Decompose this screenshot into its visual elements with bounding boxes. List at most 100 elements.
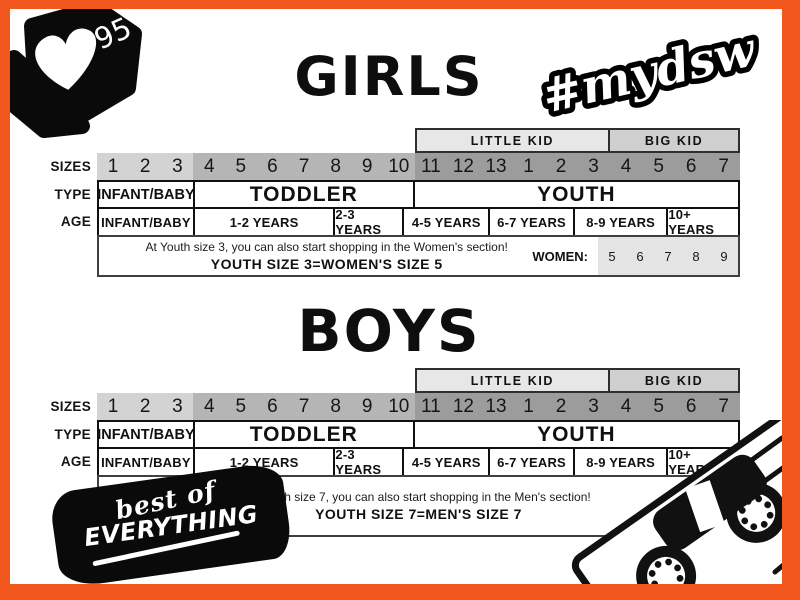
size-cell: 5 <box>653 155 664 177</box>
big-kid-header: BIG KID <box>610 128 740 153</box>
size-cell: 2 <box>555 395 567 417</box>
type-row-label: TYPE <box>54 427 91 442</box>
size-cell: 13 <box>485 155 507 177</box>
women-sizes-strip: 5 6 7 8 9 <box>598 237 738 275</box>
kid-header-spacer <box>97 368 415 393</box>
size-cell: 5 <box>653 395 664 417</box>
size-cell: 5 <box>235 155 247 177</box>
age-cell: 2-3 YEARS <box>335 447 405 477</box>
size-cell: 4 <box>620 155 632 177</box>
boys-title: BOYS <box>297 297 481 365</box>
size-cell: 10 <box>388 155 410 177</box>
type-infant-cell: INFANT/BABY <box>97 182 195 207</box>
note-line2: YOUTH SIZE 3=WOMEN'S SIZE 5 <box>210 256 443 272</box>
age-row: INFANT/BABY 1-2 YEARS 2-3 YEARS 4-5 YEAR… <box>97 447 740 477</box>
type-youth-cell: YOUTH <box>537 182 616 206</box>
women-label: WOMEN: <box>532 248 588 264</box>
age-cell: 6-7 YEARS <box>490 449 576 475</box>
age-cell: 10+ YEARS <box>668 207 715 237</box>
age-cell: 8-9 YEARS <box>575 449 669 475</box>
kid-header-row: LITTLE KID BIG KID <box>97 368 740 393</box>
size-cell: 6 <box>267 395 278 417</box>
type-row-label: TYPE <box>54 187 91 202</box>
note-line1: At Youth size 3, you can also start shop… <box>145 240 508 254</box>
size-cell: 2 <box>139 155 151 177</box>
size-cell: 2 <box>555 155 567 177</box>
women-conversion-note: At Youth size 3, you can also start shop… <box>97 235 740 277</box>
type-toddler-cell: TODDLER <box>195 182 415 207</box>
cassette-tape-icon <box>571 420 782 584</box>
size-cell: 9 <box>361 155 373 177</box>
hashtag-sticker: #mydsw <box>532 16 766 127</box>
age-cell: 4-5 YEARS <box>404 449 491 475</box>
size-cell: 1 <box>523 395 534 417</box>
age-cell: 2-3 YEARS <box>335 207 405 237</box>
size-cell: 7 <box>718 155 729 177</box>
size-cell: 8 <box>330 395 341 417</box>
big-kid-header: BIG KID <box>610 368 740 393</box>
youth-sizes-group: 11 12 13 1 2 3 4 5 6 7 <box>414 393 740 420</box>
age-cell: 4-5 YEARS <box>404 209 491 235</box>
age-row-label: AGE <box>60 454 91 469</box>
size-cell: 5 <box>235 395 247 417</box>
size-cell: 1 <box>107 155 119 177</box>
size-cell: 11 <box>421 395 441 417</box>
age-cell: 1-2 YEARS <box>195 209 336 235</box>
note-text: At Youth size 3, you can also start shop… <box>99 237 528 275</box>
cassette-body <box>571 420 782 584</box>
note-line1: At Youth size 7, you can also start shop… <box>246 490 591 504</box>
size-cell: 11 <box>421 155 441 177</box>
like-badge-sticker: 95 <box>10 9 142 138</box>
size-cell: 6 <box>685 155 697 177</box>
cassette-reel-left <box>636 545 697 584</box>
note-text: At Youth size 7, you can also start shop… <box>99 477 738 535</box>
size-cell: 2 <box>139 395 151 417</box>
age-cell: INFANT/BABY <box>99 449 195 475</box>
women-size-cell: 7 <box>664 248 672 264</box>
type-infant-cell: INFANT/BABY <box>97 422 195 447</box>
sizes-row-label: SIZES <box>50 399 91 414</box>
size-cell: 6 <box>267 155 278 177</box>
size-cell: 7 <box>298 395 310 417</box>
size-cell: 12 <box>452 395 474 417</box>
type-toddler-cell: TODDLER <box>195 422 415 447</box>
toddler-sizes-group: 4 5 6 7 8 9 10 <box>193 393 415 420</box>
youth-sizes-group: 11 12 13 1 2 3 4 5 6 7 <box>414 153 740 180</box>
size-cell: 4 <box>203 395 215 417</box>
note-line2: YOUTH SIZE 7=MEN'S SIZE 7 <box>315 506 522 522</box>
age-cell: INFANT/BABY <box>99 209 195 235</box>
age-cell: 6-7 YEARS <box>490 209 576 235</box>
speed-lines <box>735 435 782 575</box>
size-cell: 6 <box>685 395 697 417</box>
women-size-cell: 9 <box>720 248 728 264</box>
size-cell: 3 <box>588 395 599 417</box>
women-size-cell: 6 <box>636 248 644 264</box>
little-kid-header: LITTLE KID <box>414 368 611 393</box>
size-cell: 13 <box>485 395 507 417</box>
type-row: INFANT/BABY TODDLER YOUTH <box>97 180 740 209</box>
size-cell: 1 <box>523 155 534 177</box>
size-cell: 3 <box>172 395 183 417</box>
girls-title: GIRLS <box>294 45 484 108</box>
size-cell: 9 <box>361 395 373 417</box>
size-cell: 1 <box>107 395 119 417</box>
toddler-sizes-group: 4 5 6 7 8 9 10 <box>193 153 415 180</box>
size-cell: 7 <box>718 395 729 417</box>
page: 95 #mydsw GIRLS SIZES TYPE AGE LITTLE KI… <box>10 9 782 584</box>
type-youth-cell: YOUTH <box>537 422 616 446</box>
women-size-cell: 8 <box>692 248 700 264</box>
kid-header-row: LITTLE KID BIG KID <box>97 128 740 153</box>
age-cell: 8-9 YEARS <box>575 209 669 235</box>
size-cell: 3 <box>172 155 183 177</box>
size-cell: 7 <box>298 155 310 177</box>
size-cell: 12 <box>452 155 474 177</box>
women-size-cell: 5 <box>608 248 616 264</box>
sizes-row-label: SIZES <box>50 159 91 174</box>
size-cell: 4 <box>620 395 632 417</box>
